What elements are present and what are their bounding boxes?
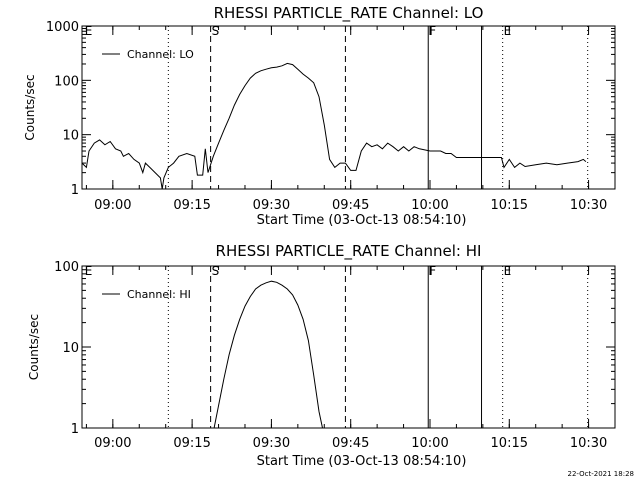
y-axis-label-hi: Counts/sec xyxy=(27,314,41,380)
event-marker-label-lo: E xyxy=(504,24,512,38)
chart-title-lo: RHESSI PARTICLE_RATE Channel: LO xyxy=(214,4,484,23)
event-marker-label-hi: F xyxy=(429,264,436,278)
y-tick-label-hi: 100 xyxy=(54,260,79,275)
series-line-hi xyxy=(213,280,323,429)
x-tick-label-hi: 09:45 xyxy=(332,436,369,451)
footer-timestamp: 22-Oct-2021 18:28 xyxy=(567,470,634,478)
event-marker-label-lo: E xyxy=(85,24,93,38)
x-axis-label-lo: Start Time (03-Oct-13 08:54:10) xyxy=(257,213,467,228)
event-marker-label-hi: E xyxy=(85,264,93,278)
x-tick-label-hi: 09:15 xyxy=(173,436,210,451)
y-tick-label-lo: 1 xyxy=(71,183,79,198)
x-tick-label-hi: 09:30 xyxy=(253,436,290,451)
x-tick-label-lo: 10:30 xyxy=(570,198,607,213)
y-tick-label-hi: 1 xyxy=(71,422,79,437)
event-marker-label-lo: S xyxy=(212,24,220,38)
x-tick-label-lo: 10:15 xyxy=(491,198,528,213)
y-tick-label-lo: 1000 xyxy=(46,20,79,35)
y-tick-label-lo: 10 xyxy=(62,129,79,144)
x-tick-label-hi: 10:15 xyxy=(491,436,528,451)
y-axis-label-lo: Counts/sec xyxy=(23,74,37,140)
legend-label-lo: Channel: LO xyxy=(127,48,194,61)
plot-frame-lo xyxy=(81,25,616,190)
y-tick-label-hi: 10 xyxy=(62,341,79,356)
event-marker-label-lo: F xyxy=(429,24,436,38)
x-axis-label-hi: Start Time (03-Oct-13 08:54:10) xyxy=(257,454,467,469)
x-tick-label-hi: 09:00 xyxy=(94,436,131,451)
event-marker-label-hi: S xyxy=(212,264,220,278)
chart-title-hi: RHESSI PARTICLE_RATE Channel: HI xyxy=(216,242,482,261)
x-tick-label-hi: 10:30 xyxy=(570,436,607,451)
x-tick-label-lo: 09:45 xyxy=(332,198,369,213)
event-marker-label-hi: E xyxy=(504,264,512,278)
x-tick-label-hi: 10:00 xyxy=(411,436,448,451)
y-tick-label-lo: 100 xyxy=(54,74,79,89)
x-tick-label-lo: 09:30 xyxy=(253,198,290,213)
x-tick-label-lo: 09:00 xyxy=(94,198,131,213)
x-tick-label-lo: 10:00 xyxy=(411,198,448,213)
legend-label-hi: Channel: HI xyxy=(127,288,191,301)
x-tick-label-lo: 09:15 xyxy=(173,198,210,213)
series-line-lo xyxy=(81,62,587,190)
